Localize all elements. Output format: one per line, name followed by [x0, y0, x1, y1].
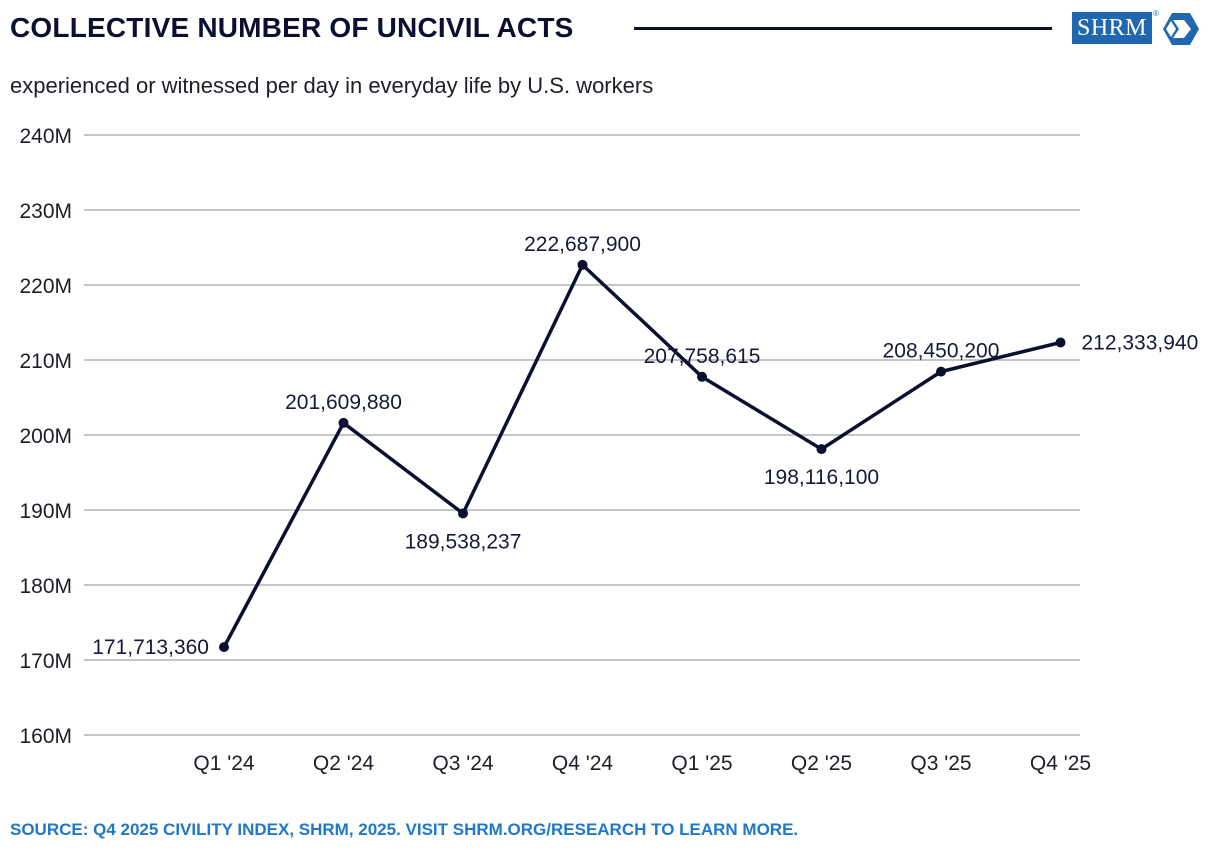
y-tick-label: 220M: [19, 275, 72, 298]
shrm-hexagon-chevron-icon: [1163, 13, 1199, 45]
x-tick-label: Q4 '25: [1030, 752, 1091, 775]
title-rule: [634, 27, 1052, 30]
data-point: [458, 508, 468, 519]
x-tick-label: Q2 '25: [791, 752, 852, 775]
x-tick-label: Q3 '24: [432, 752, 494, 775]
y-axis-ticks: 160M 170M 180M 190M 200M 210M 220M 230M 240M: [19, 125, 72, 748]
shrm-logo-wordmark: SHRM: [1072, 12, 1152, 44]
y-tick-label: 200M: [19, 425, 72, 448]
y-tick-label: 160M: [19, 725, 72, 748]
data-points: [219, 259, 1066, 653]
series-line-group: [222, 263, 1063, 649]
shrm-logo[interactable]: SHRM ®: [1072, 9, 1204, 46]
chart-title: COLLECTIVE NUMBER OF UNCIVIL ACTS: [10, 12, 574, 43]
data-label: 222,687,900: [524, 233, 641, 256]
x-tick-label: Q3 '25: [910, 752, 971, 775]
data-label: 212,333,940: [1082, 331, 1199, 354]
data-point: [219, 642, 229, 653]
y-tick-label: 170M: [19, 650, 72, 673]
data-point: [577, 259, 588, 270]
y-tick-label: 190M: [19, 500, 72, 523]
data-point: [936, 366, 946, 377]
source-note: SOURCE: Q4 2025 CIVILITY INDEX, SHRM, 20…: [10, 820, 799, 839]
y-tick-label: 210M: [19, 350, 72, 373]
registered-mark: ®: [1153, 9, 1159, 18]
data-label: 208,450,200: [883, 340, 1000, 363]
data-label: 207,758,615: [644, 345, 761, 368]
x-tick-label: Q1 '25: [671, 752, 732, 775]
data-point: [697, 371, 707, 382]
y-tick-label: 230M: [19, 200, 72, 223]
data-label: 201,609,880: [285, 391, 402, 414]
x-tick-label: Q4 '24: [552, 752, 614, 775]
data-point: [816, 444, 827, 455]
data-point: [1055, 337, 1066, 348]
data-point: [338, 417, 349, 428]
data-label: 189,538,237: [405, 530, 522, 553]
y-tick-label: 240M: [19, 125, 72, 148]
gridlines: [84, 134, 1080, 736]
data-label: 171,713,360: [92, 636, 209, 659]
y-tick-label: 180M: [19, 575, 72, 598]
series-line: [222, 263, 1063, 649]
data-labels: 171,713,360 201,609,880 189,538,237 222,687…: [92, 233, 1198, 659]
data-label: 198,116,100: [764, 466, 879, 489]
x-axis-ticks: Q1 '24 Q2 '24 Q3 '24 Q4 '24 Q1 '25 Q2 '25 Q3 '…: [193, 752, 1091, 775]
chart-subtitle: experienced or witnessed per day in ever…: [10, 73, 654, 98]
x-tick-label: Q2 '24: [313, 752, 375, 775]
line-chart: 160M 170M 180M 190M 200M 210M 220M 230M 240M Q1 …: [19, 125, 1198, 775]
x-tick-label: Q1 '24: [193, 752, 255, 775]
